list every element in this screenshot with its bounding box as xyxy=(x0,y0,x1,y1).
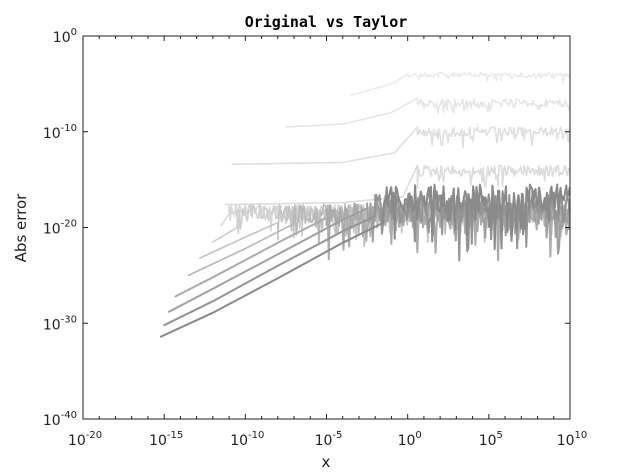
series-line-12 xyxy=(350,71,570,97)
series-line-1 xyxy=(159,183,570,338)
tick-label: 10-20 xyxy=(68,430,102,449)
tick-label: 10-15 xyxy=(149,430,183,449)
tick-label: 10-30 xyxy=(43,314,77,333)
series-line-11 xyxy=(285,97,570,128)
tick-label: 105 xyxy=(479,430,503,449)
series-line-10 xyxy=(231,126,570,166)
tick-label: 10-20 xyxy=(43,219,77,238)
tick-label: 100 xyxy=(398,430,422,449)
series-line-9 xyxy=(225,164,570,206)
chart-title: Original vs Taylor xyxy=(245,13,408,31)
tick-label: 10-10 xyxy=(230,430,264,449)
x-tick-labels: 10-20 10-15 10-10 10-5 100 105 1010 xyxy=(68,430,587,449)
tick-label: 10-40 xyxy=(43,410,77,429)
tick-label: 10-5 xyxy=(315,430,343,449)
x-axis-label: x xyxy=(322,453,331,471)
y-axis-label: Abs error xyxy=(12,193,30,263)
plot-area xyxy=(159,71,570,338)
tick-label: 100 xyxy=(53,27,77,46)
tick-label: 10-10 xyxy=(43,123,77,142)
tick-label: 1010 xyxy=(557,430,588,449)
y-tick-labels: 100 10-10 10-20 10-30 10-40 xyxy=(43,27,77,429)
tick-marks xyxy=(82,35,571,420)
